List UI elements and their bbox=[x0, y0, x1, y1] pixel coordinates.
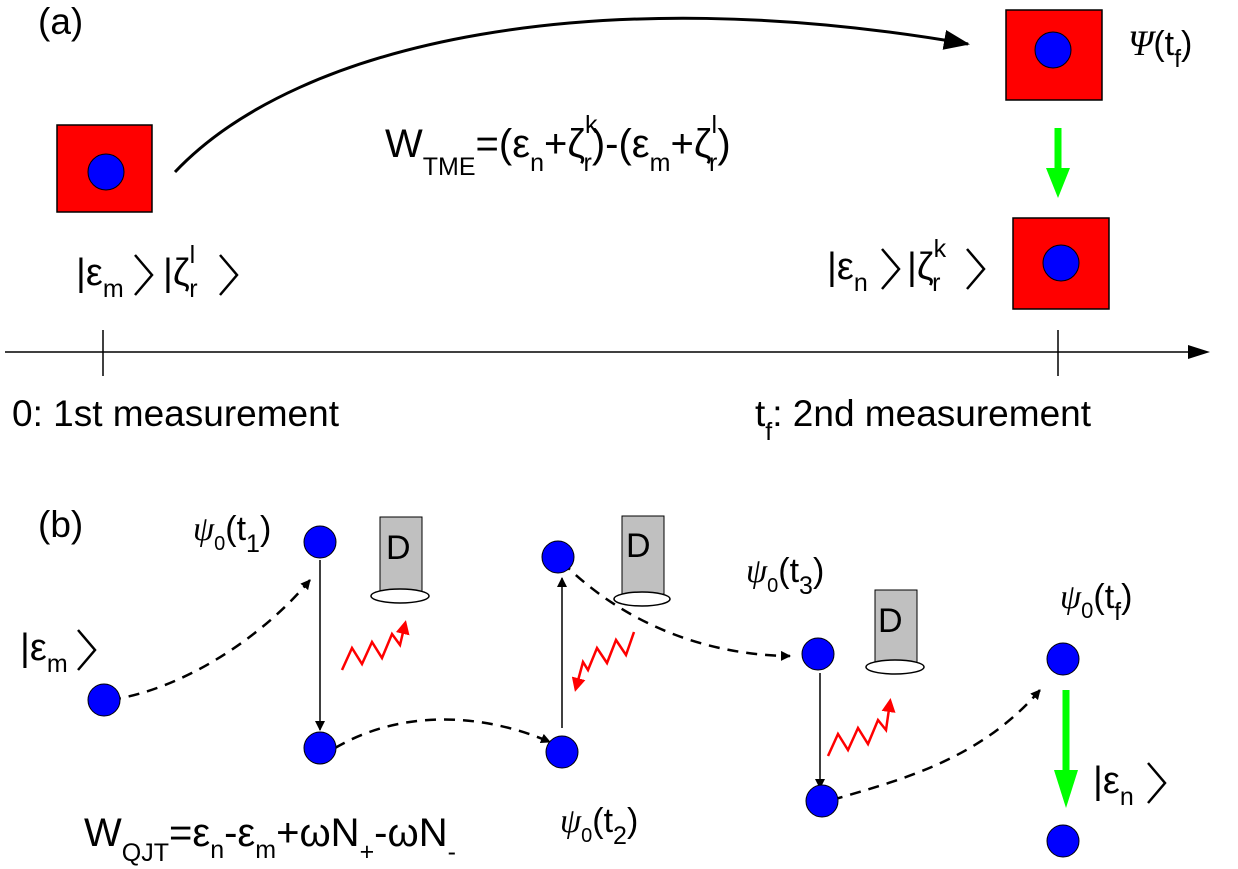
dashed-evolution-paths bbox=[109, 561, 1041, 802]
psi-tf-label: ψ0(tf) bbox=[1060, 578, 1132, 626]
svg-text:|εm: |εm bbox=[20, 627, 68, 678]
evolved-system-box bbox=[1005, 9, 1103, 101]
svg-text:|ζkr: |ζk r bbox=[907, 235, 947, 297]
psi-final-label: Ψ(tf) bbox=[1128, 23, 1192, 73]
svg-text:|εn: |εn bbox=[1093, 760, 1134, 811]
svg-text:|ζlr: |ζl r bbox=[163, 241, 198, 303]
panel-b-label: (b) bbox=[38, 504, 83, 545]
first-measurement-label: 0: 1st measurement bbox=[12, 393, 340, 434]
measured-system-box bbox=[1012, 217, 1110, 310]
psi-t2-label: ψ0(t2) bbox=[560, 802, 638, 850]
detector-2: D bbox=[613, 515, 671, 607]
evolution-arrow bbox=[173, 16, 970, 174]
projection-arrow-a bbox=[1046, 128, 1070, 198]
initial-state-ket: |εm |ζl r bbox=[76, 241, 239, 303]
initial-system-box bbox=[56, 124, 153, 213]
final-state-ket: |εn |ζk r bbox=[827, 235, 986, 297]
projection-arrow-b bbox=[1054, 690, 1078, 808]
tme-work-formula: WTME=(εn+ζk r)-(εm+ζl r) bbox=[385, 111, 731, 181]
state-dots bbox=[87, 525, 1080, 858]
svg-text:D: D bbox=[386, 529, 411, 567]
qjt-work-formula: WQJT=εn-εm+ωN+-ωN- bbox=[84, 811, 456, 867]
photon-zigzags bbox=[340, 620, 896, 757]
svg-text:D: D bbox=[878, 602, 903, 640]
start-state-ket: |εm bbox=[20, 627, 97, 678]
svg-text:|εm: |εm bbox=[76, 252, 124, 303]
second-measurement-label: tf: 2nd measurement bbox=[755, 393, 1092, 446]
panel-a-label: (a) bbox=[38, 1, 83, 42]
psi-t1-label: ψ0(t1) bbox=[193, 510, 271, 558]
svg-text:|εn: |εn bbox=[827, 246, 868, 297]
time-axis bbox=[5, 330, 1210, 376]
psi-t3-label: ψ0(t3) bbox=[746, 552, 824, 600]
end-state-ket: |εn bbox=[1093, 760, 1167, 811]
svg-text:D: D bbox=[626, 527, 651, 565]
detector-3: D bbox=[865, 589, 925, 675]
quantum-jump-arrows bbox=[315, 560, 825, 789]
detector-1: D bbox=[370, 516, 430, 604]
